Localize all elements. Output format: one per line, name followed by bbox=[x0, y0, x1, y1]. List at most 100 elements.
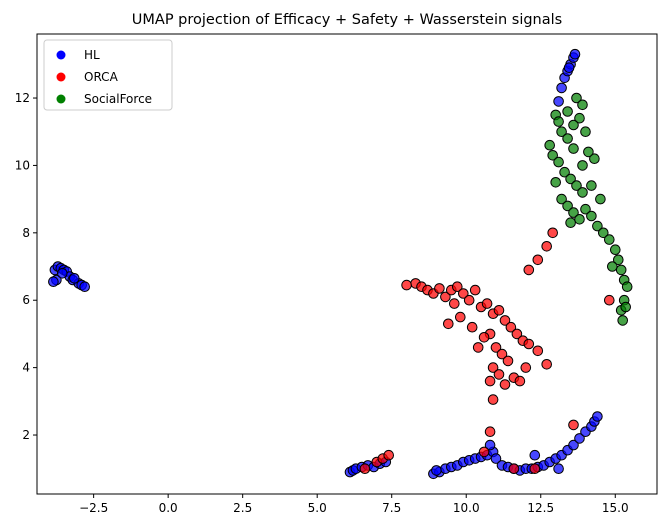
data-point-socialforce bbox=[580, 126, 591, 137]
data-point-orca bbox=[490, 342, 502, 353]
x-tick-label: 2.5 bbox=[233, 501, 252, 515]
data-point-socialforce bbox=[556, 126, 567, 137]
data-point-socialforce bbox=[568, 143, 579, 154]
data-point-orca bbox=[523, 338, 535, 350]
data-point-orca bbox=[455, 311, 466, 323]
data-point-socialforce bbox=[592, 220, 603, 232]
data-point-hl bbox=[592, 411, 603, 422]
data-point-socialforce bbox=[583, 146, 594, 158]
data-point-orca bbox=[472, 342, 484, 353]
y-tick-label: 2 bbox=[22, 428, 30, 442]
data-point-hl bbox=[553, 96, 564, 107]
data-point-orca bbox=[458, 288, 469, 299]
data-point-socialforce bbox=[577, 160, 588, 171]
data-point-socialforce bbox=[613, 254, 624, 266]
legend-label-orca: ORCA bbox=[84, 70, 119, 84]
data-point-orca bbox=[541, 359, 553, 370]
data-point-socialforce bbox=[610, 244, 621, 255]
x-tick-label: 7.5 bbox=[382, 501, 401, 515]
data-point-orca bbox=[541, 241, 553, 252]
data-point-socialforce bbox=[562, 200, 573, 212]
data-point-socialforce bbox=[580, 203, 591, 215]
data-point-orca bbox=[463, 294, 475, 306]
data-point-hl bbox=[556, 82, 567, 94]
data-point-hl bbox=[431, 465, 442, 476]
data-point-orca bbox=[520, 362, 532, 373]
x-tick-label: 5.0 bbox=[308, 501, 327, 515]
legend-marker-orca bbox=[56, 72, 66, 82]
data-point-hl bbox=[490, 453, 502, 464]
data-point-orca bbox=[508, 463, 520, 475]
data-point-orca bbox=[529, 463, 541, 475]
legend-label-hl: HL bbox=[84, 48, 100, 62]
data-point-orca bbox=[449, 298, 460, 309]
y-tick-label: 10 bbox=[15, 158, 30, 172]
data-point-orca bbox=[505, 321, 517, 333]
y-tick-label: 6 bbox=[22, 293, 30, 307]
data-point-orca bbox=[484, 375, 496, 387]
data-point-socialforce bbox=[621, 281, 633, 293]
data-point-socialforce bbox=[547, 150, 559, 161]
ticks-layer: −2.5 0.0 2.5 5.0 7.5 10.0 12.5 15.0 2 4 6 8 10 12 bbox=[15, 91, 629, 515]
legend: HL ORCA SocialForce bbox=[43, 39, 173, 111]
data-point-socialforce bbox=[571, 180, 582, 191]
chart-title: UMAP projection of Efficacy + Safety + W… bbox=[132, 12, 562, 28]
data-point-orca bbox=[568, 419, 579, 431]
data-point-orca bbox=[487, 394, 499, 405]
data-point-socialforce bbox=[598, 227, 609, 239]
data-point-orca bbox=[478, 332, 490, 343]
data-point-hl bbox=[553, 463, 564, 475]
data-point-socialforce bbox=[620, 301, 632, 313]
data-point-hl bbox=[69, 273, 80, 284]
data-point-socialforce bbox=[562, 133, 573, 144]
data-point-socialforce bbox=[568, 207, 579, 218]
data-point-socialforce bbox=[586, 180, 597, 191]
legend-marker-socialforce bbox=[56, 94, 66, 104]
legend-marker-hl bbox=[56, 50, 66, 60]
data-point-socialforce bbox=[553, 116, 564, 127]
data-point-orca bbox=[478, 446, 490, 458]
data-point-socialforce bbox=[574, 112, 585, 124]
data-point-socialforce bbox=[544, 139, 556, 151]
data-point-socialforce bbox=[574, 214, 585, 225]
legend-box bbox=[43, 39, 173, 111]
data-point-orca bbox=[481, 298, 493, 309]
data-point-socialforce bbox=[595, 193, 606, 205]
data-point-orca bbox=[466, 321, 478, 333]
data-point-orca bbox=[511, 328, 523, 340]
x-tick-label: 0.0 bbox=[159, 501, 178, 515]
data-point-socialforce bbox=[553, 156, 564, 168]
data-point-socialforce bbox=[577, 99, 588, 111]
data-point-socialforce bbox=[615, 264, 627, 276]
data-point-socialforce bbox=[565, 217, 576, 228]
data-point-socialforce bbox=[607, 261, 618, 272]
data-point-orca bbox=[401, 279, 412, 291]
data-point-orca bbox=[502, 355, 514, 367]
data-point-orca bbox=[514, 375, 526, 387]
data-point-orca bbox=[487, 362, 499, 373]
data-point-socialforce bbox=[577, 187, 588, 198]
data-point-socialforce bbox=[571, 92, 582, 104]
data-point-socialforce bbox=[559, 166, 570, 178]
data-point-hl bbox=[48, 276, 59, 288]
data-point-orca bbox=[499, 379, 511, 390]
data-point-socialforce bbox=[589, 153, 600, 164]
data-point-orca bbox=[452, 281, 463, 293]
data-point-socialforce bbox=[568, 119, 579, 131]
data-point-socialforce bbox=[565, 173, 576, 185]
data-point-hl bbox=[57, 268, 68, 279]
data-point-hl bbox=[563, 62, 575, 73]
data-point-socialforce bbox=[586, 210, 597, 222]
data-point-socialforce bbox=[617, 315, 629, 326]
data-point-orca bbox=[469, 284, 481, 296]
data-point-socialforce bbox=[556, 193, 567, 205]
data-point-orca bbox=[496, 348, 508, 360]
data-point-orca bbox=[359, 463, 371, 475]
data-point-orca bbox=[532, 254, 544, 266]
legend-label-socialforce: SocialForce bbox=[84, 92, 152, 106]
data-point-hl bbox=[569, 48, 581, 60]
data-point-hl bbox=[568, 439, 579, 451]
data-point-hl bbox=[484, 439, 496, 451]
data-point-orca bbox=[443, 318, 454, 330]
